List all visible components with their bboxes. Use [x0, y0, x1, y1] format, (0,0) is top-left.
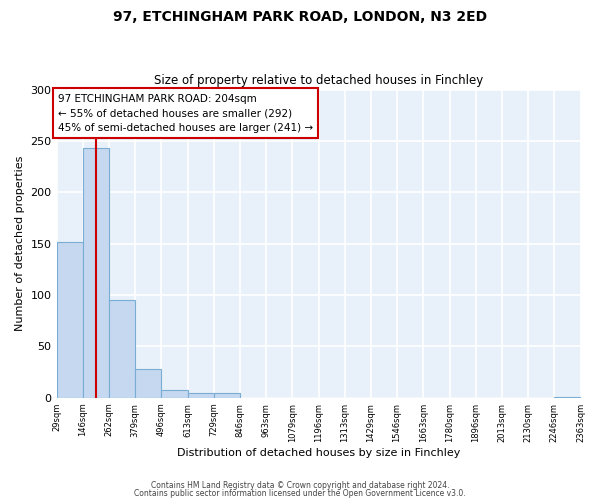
Bar: [135, 369, 161, 398]
Text: 97, ETCHINGHAM PARK ROAD, LONDON, N3 2ED: 97, ETCHINGHAM PARK ROAD, LONDON, N3 2ED: [113, 10, 487, 24]
Text: Contains public sector information licensed under the Open Government Licence v3: Contains public sector information licen…: [134, 488, 466, 498]
X-axis label: Distribution of detached houses by size in Finchley: Distribution of detached houses by size …: [177, 448, 460, 458]
Text: Contains HM Land Registry data © Crown copyright and database right 2024.: Contains HM Land Registry data © Crown c…: [151, 481, 449, 490]
Bar: [56, 242, 83, 398]
Bar: [83, 148, 109, 398]
Bar: [109, 300, 135, 398]
Bar: [214, 392, 240, 398]
Bar: [188, 392, 214, 398]
Bar: [554, 397, 580, 398]
Title: Size of property relative to detached houses in Finchley: Size of property relative to detached ho…: [154, 74, 483, 87]
Y-axis label: Number of detached properties: Number of detached properties: [15, 156, 25, 332]
Text: 97 ETCHINGHAM PARK ROAD: 204sqm
← 55% of detached houses are smaller (292)
45% o: 97 ETCHINGHAM PARK ROAD: 204sqm ← 55% of…: [58, 94, 313, 134]
Bar: [161, 390, 188, 398]
